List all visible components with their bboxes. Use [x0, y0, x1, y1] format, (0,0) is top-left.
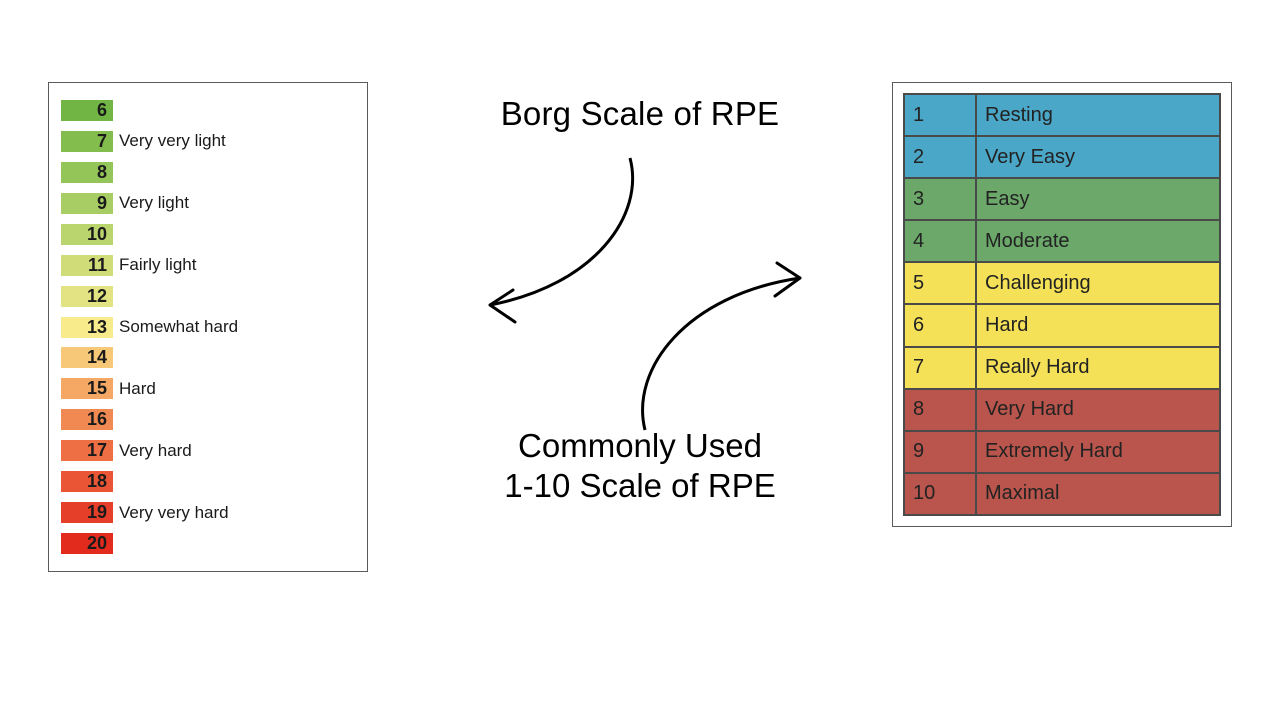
rpe-row-number: 4 [904, 220, 976, 262]
borg-row: 12 [61, 281, 355, 312]
table-row: 6Hard [904, 304, 1220, 346]
rpe-row-label: Easy [976, 178, 1220, 220]
table-row: 3Easy [904, 178, 1220, 220]
rpe-row-label: Hard [976, 304, 1220, 346]
rpe-row-number: 6 [904, 304, 976, 346]
borg-row: 10 [61, 219, 355, 250]
borg-row: 20 [61, 528, 355, 559]
borg-row: 11Fairly light [61, 250, 355, 281]
borg-row-number: 11 [61, 255, 113, 276]
borg-row-label: Very very light [113, 131, 355, 151]
borg-row-number: 8 [61, 162, 113, 183]
rpe-row-number: 3 [904, 178, 976, 220]
rpe-row-number: 7 [904, 347, 976, 389]
borg-row-label: Very very hard [113, 503, 355, 523]
borg-row-number: 12 [61, 286, 113, 307]
borg-row: 9Very light [61, 188, 355, 219]
table-row: 2Very Easy [904, 136, 1220, 178]
rpe-row-label: Really Hard [976, 347, 1220, 389]
borg-row: 15Hard [61, 373, 355, 404]
table-row: 8Very Hard [904, 389, 1220, 431]
borg-row-number: 10 [61, 224, 113, 245]
title-rpe10-line2: 1-10 Scale of RPE [504, 467, 775, 504]
arrow-right-icon [585, 250, 845, 450]
borg-row: 14 [61, 343, 355, 374]
borg-row-label: Very light [113, 193, 355, 213]
table-row: 4Moderate [904, 220, 1220, 262]
borg-row-number: 13 [61, 317, 113, 338]
arrow-left-icon [445, 140, 705, 340]
rpe-row-label: Very Easy [976, 136, 1220, 178]
borg-row-label: Fairly light [113, 255, 355, 275]
rpe-row-number: 5 [904, 262, 976, 304]
table-row: 7Really Hard [904, 347, 1220, 389]
borg-row-label: Somewhat hard [113, 317, 355, 337]
borg-row-number: 9 [61, 193, 113, 214]
rpe-row-label: Very Hard [976, 389, 1220, 431]
rpe-row-number: 2 [904, 136, 976, 178]
borg-row-number: 19 [61, 502, 113, 523]
rpe-row-label: Moderate [976, 220, 1220, 262]
borg-row-label: Hard [113, 379, 355, 399]
borg-row-number: 14 [61, 347, 113, 368]
borg-row: 8 [61, 157, 355, 188]
rpe-row-label: Challenging [976, 262, 1220, 304]
borg-row: 13Somewhat hard [61, 312, 355, 343]
borg-row-number: 15 [61, 378, 113, 399]
borg-row-number: 7 [61, 131, 113, 152]
title-rpe10: Commonly Used 1-10 Scale of RPE [0, 426, 1280, 505]
table-row: 5Challenging [904, 262, 1220, 304]
title-borg: Borg Scale of RPE [0, 95, 1280, 133]
rpe-row-number: 8 [904, 389, 976, 431]
title-rpe10-line1: Commonly Used [518, 427, 762, 464]
borg-row-number: 20 [61, 533, 113, 554]
